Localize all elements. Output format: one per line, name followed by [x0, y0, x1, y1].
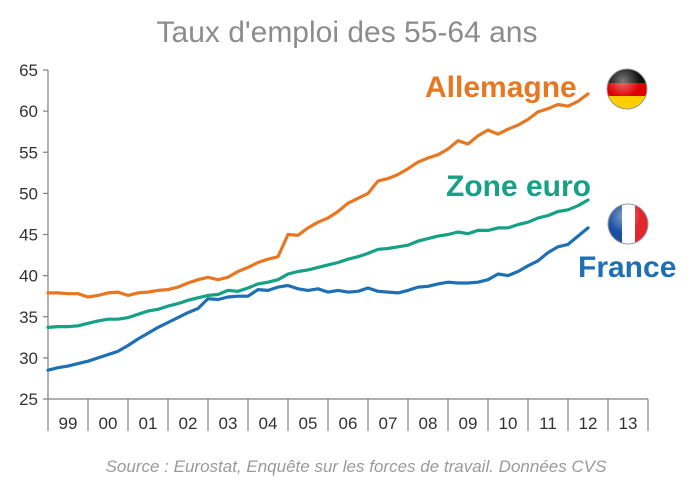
- series-label-allemagne: Allemagne: [425, 71, 577, 104]
- x-tick-label: 11: [539, 414, 557, 433]
- y-tick-label: 45: [19, 226, 38, 245]
- x-tick-label: 01: [139, 414, 158, 433]
- x-tick-label: 03: [219, 414, 238, 433]
- x-tick-label: 09: [459, 414, 478, 433]
- x-tick-label: 99: [59, 414, 78, 433]
- x-tick-label: 12: [579, 414, 598, 433]
- series-label-france: France: [578, 251, 676, 284]
- series-line-zone-euro: [46, 198, 590, 329]
- y-axis: 25 30 35 40 45 50 55 60 65: [19, 61, 49, 409]
- chart-title: Taux d'emploi des 55-64 ans: [157, 16, 538, 49]
- x-axis: 99 00 01 02 03 04 05 06 07 08 09 10 11 12 13: [47, 398, 649, 433]
- x-tick-label: 04: [259, 414, 278, 433]
- x-tick-label: 02: [179, 414, 198, 433]
- y-tick-label: 65: [19, 61, 38, 80]
- x-tick-label: 10: [499, 414, 518, 433]
- x-tick-label: 08: [419, 414, 438, 433]
- series-label-zone-euro: Zone euro: [446, 170, 591, 203]
- y-tick-label: 25: [19, 390, 38, 409]
- y-tick-label: 35: [19, 308, 38, 327]
- y-tick-label: 55: [19, 143, 38, 162]
- series-line-allemagne: [46, 92, 590, 299]
- germany-flag-icon: [606, 68, 648, 110]
- y-tick-label: 60: [19, 102, 38, 121]
- y-tick-label: 40: [19, 267, 38, 286]
- x-tick-label: 00: [99, 414, 118, 433]
- y-tick-label: 50: [19, 184, 38, 203]
- x-tick-label: 05: [299, 414, 318, 433]
- y-tick-label: 30: [19, 349, 38, 368]
- source-note: Source : Eurostat, Enquête sur les force…: [106, 457, 607, 476]
- x-tick-label: 06: [339, 414, 358, 433]
- series-lines: [46, 92, 590, 372]
- x-tick-label: 13: [619, 414, 638, 433]
- france-flag-icon: [607, 203, 649, 245]
- x-tick-label: 07: [379, 414, 398, 433]
- series-line-france: [46, 226, 590, 372]
